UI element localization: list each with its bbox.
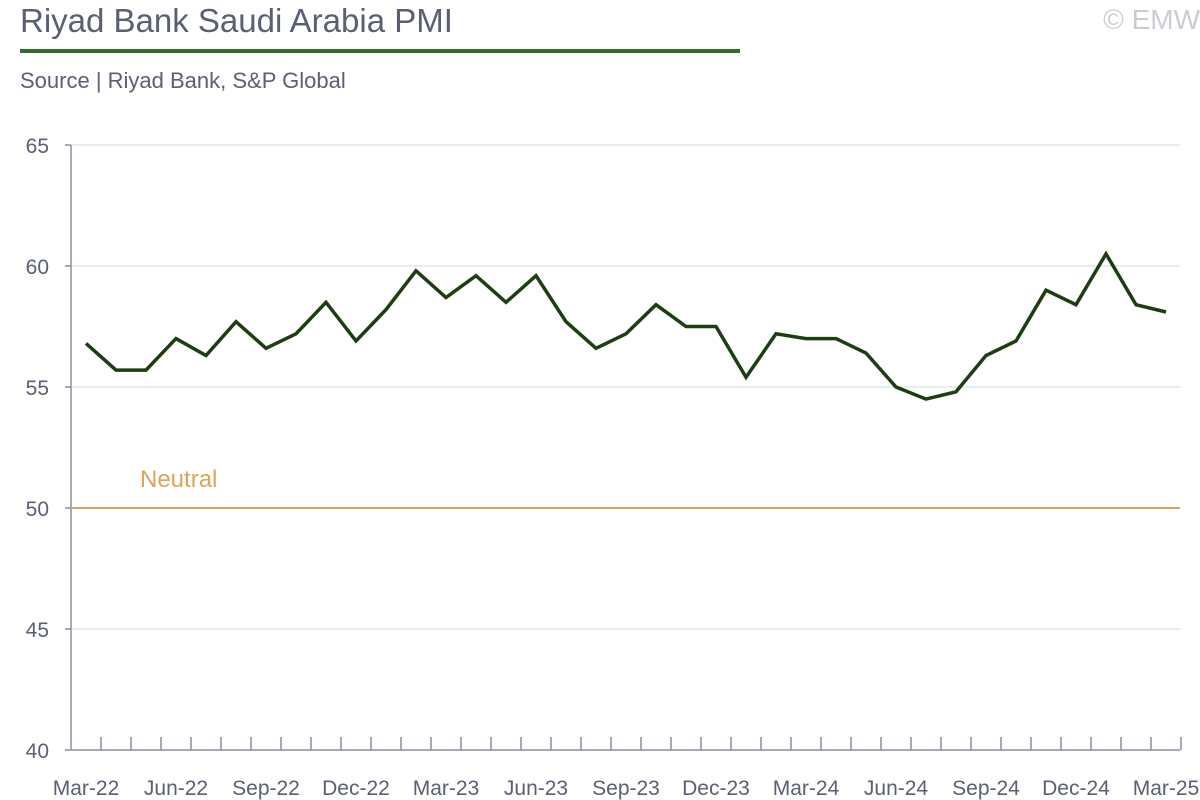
pmi-series-line xyxy=(84,250,1167,401)
neutral-label: Neutral xyxy=(140,466,217,493)
chart-source: Source | Riyad Bank, S&P Global xyxy=(20,68,346,93)
x-tick-label: Dec-24 xyxy=(1042,777,1110,800)
x-tick-label: Mar-25 xyxy=(1133,777,1200,800)
x-tick-label: Mar-22 xyxy=(53,777,120,800)
y-tick-label-55: 55 xyxy=(26,377,49,400)
x-tick-label: Dec-23 xyxy=(682,777,750,800)
x-tick-label: Sep-23 xyxy=(592,777,660,800)
x-tick-label: Mar-24 xyxy=(773,777,840,800)
x-tick-label: Sep-22 xyxy=(232,777,300,800)
x-tick-label: Jun-24 xyxy=(864,777,929,800)
copyright-notice: © EMW xyxy=(1103,4,1200,35)
y-tick-label-40: 40 xyxy=(26,740,49,763)
x-tick-label: Dec-22 xyxy=(322,777,390,800)
y-tick-label-60: 60 xyxy=(26,256,49,279)
title-underline xyxy=(20,49,740,53)
x-tick-label: Jun-23 xyxy=(504,777,568,800)
y-tick-label-45: 45 xyxy=(26,619,49,642)
x-tick-label: Mar-23 xyxy=(413,777,480,800)
x-tick-label: Jun-22 xyxy=(144,777,208,800)
y-tick-label-65: 65 xyxy=(26,135,49,158)
chart-title: Riyad Bank Saudi Arabia PMI xyxy=(20,2,453,39)
y-tick-label-50: 50 xyxy=(26,498,49,521)
x-tick-label: Sep-24 xyxy=(952,777,1020,800)
